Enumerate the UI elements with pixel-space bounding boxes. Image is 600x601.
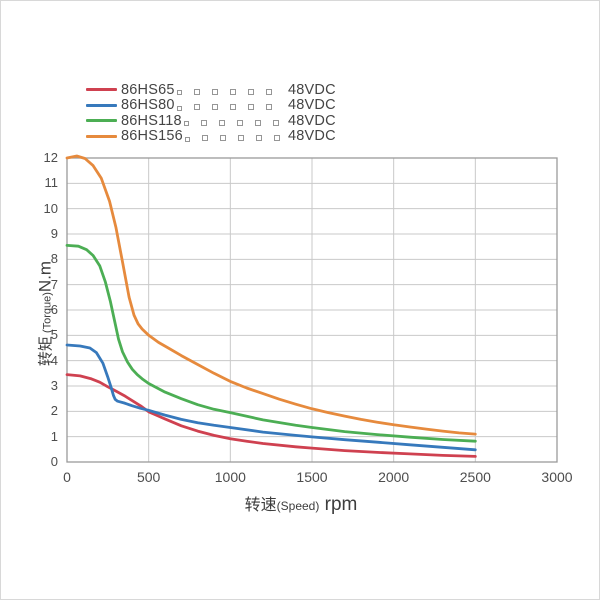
x-tick-label-2000: 2000 bbox=[378, 469, 410, 485]
missing-glyph-box bbox=[176, 105, 182, 111]
y-axis-title-unit: N.m bbox=[35, 260, 55, 293]
legend-voltage-label: 48VDC bbox=[288, 81, 336, 98]
legend-series-name: 86HS80 bbox=[121, 97, 175, 114]
missing-glyph-box bbox=[247, 104, 254, 111]
legend-voltage-label: 48VDC bbox=[288, 97, 336, 114]
x-tick-label-3000: 3000 bbox=[541, 469, 573, 485]
curve-86HS118 bbox=[65, 244, 477, 443]
missing-glyph-box bbox=[211, 104, 218, 111]
legend-line-swatch-86HS118 bbox=[86, 119, 117, 123]
y-tick-label-5: 5 bbox=[50, 327, 58, 343]
y-axis-title-en: (Torque) bbox=[41, 292, 54, 337]
x-axis-title-cn: 转速 bbox=[244, 497, 277, 514]
legend-voltage-label: 48VDC bbox=[288, 112, 336, 129]
legend-line-swatch-86HS156 bbox=[86, 134, 117, 138]
missing-glyph-box bbox=[254, 119, 261, 126]
y-axis-title: 转矩 (Torque)N.m bbox=[35, 234, 56, 394]
legend-series-name: 86HS118 bbox=[121, 112, 182, 129]
missing-glyph-box bbox=[193, 88, 200, 95]
plot-border bbox=[66, 157, 558, 463]
x-tick-label-500: 500 bbox=[136, 469, 161, 485]
legend-line-swatch-86HS65 bbox=[86, 88, 117, 92]
y-axis-title-cn: 转矩 bbox=[37, 336, 55, 367]
x-tick-label-1000: 1000 bbox=[214, 469, 246, 485]
missing-glyph-box bbox=[247, 88, 254, 95]
y-tick-label-1: 1 bbox=[50, 428, 58, 444]
y-tick-label-0: 0 bbox=[50, 454, 58, 469]
missing-glyph-box bbox=[219, 135, 226, 142]
missing-glyph-box bbox=[176, 90, 182, 96]
legend-item-86HS80: 86HS80 48VDC bbox=[86, 97, 336, 114]
legend-series-name: 86HS156 bbox=[121, 128, 183, 145]
missing-glyph-box bbox=[184, 136, 190, 142]
legend-series-name: 86HS65 bbox=[121, 81, 175, 98]
y-tick-label-2: 2 bbox=[50, 403, 58, 419]
missing-glyph-box bbox=[273, 135, 280, 142]
missing-glyph-box bbox=[236, 119, 243, 126]
x-tick-label-2500: 2500 bbox=[459, 469, 491, 485]
y-tick-label-9: 9 bbox=[50, 226, 58, 241]
missing-glyph-box bbox=[200, 119, 207, 126]
y-tick-label-6: 6 bbox=[50, 302, 58, 317]
missing-glyph-box bbox=[229, 88, 236, 95]
missing-glyph-box bbox=[229, 104, 236, 111]
legend-item-86HS156: 86HS156 48VDC bbox=[86, 128, 336, 145]
x-axis-title-unit: rpm bbox=[319, 494, 358, 515]
missing-glyph-box bbox=[255, 135, 262, 142]
missing-glyph-box bbox=[237, 135, 244, 142]
missing-glyph-box bbox=[183, 121, 189, 127]
y-tick-label-10: 10 bbox=[43, 200, 58, 216]
y-tick-label-7: 7 bbox=[50, 276, 58, 292]
legend: 86HS65 48VDC 86HS80 48VDC 86HS118 48VDC 86HS15… bbox=[86, 81, 336, 145]
y-tick-label-12: 12 bbox=[43, 150, 58, 165]
legend-voltage-label: 48VDC bbox=[288, 128, 336, 145]
y-tick-label-8: 8 bbox=[50, 251, 58, 267]
missing-glyph-box bbox=[211, 88, 218, 95]
missing-glyph-box bbox=[265, 88, 272, 95]
curve-86HS80 bbox=[65, 343, 477, 452]
legend-item-86HS65: 86HS65 48VDC bbox=[86, 81, 336, 98]
y-tick-label-4: 4 bbox=[50, 352, 58, 368]
missing-glyph-box bbox=[218, 119, 225, 126]
x-axis-title: 转速(Speed) rpm bbox=[181, 491, 421, 516]
missing-glyph-box bbox=[201, 135, 208, 142]
x-axis-title-en: (Speed) bbox=[276, 499, 320, 513]
x-tick-label-1500: 1500 bbox=[296, 469, 328, 485]
curve-86HS65 bbox=[65, 373, 477, 458]
missing-glyph-box bbox=[272, 119, 279, 126]
legend-item-86HS118: 86HS118 48VDC bbox=[86, 112, 336, 129]
missing-glyph-box bbox=[193, 104, 200, 111]
missing-glyph-box bbox=[265, 104, 272, 111]
legend-line-swatch-86HS80 bbox=[86, 103, 117, 107]
y-tick-label-11: 11 bbox=[44, 175, 59, 191]
curve-86HS156 bbox=[65, 154, 477, 436]
x-tick-label-0: 0 bbox=[63, 469, 71, 485]
y-tick-label-3: 3 bbox=[50, 378, 58, 393]
